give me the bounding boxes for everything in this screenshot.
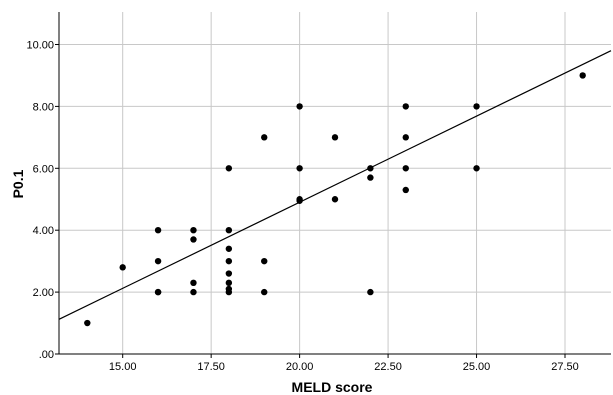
data-point: [296, 165, 303, 172]
data-point: [579, 72, 586, 79]
x-axis-title: MELD score: [292, 379, 373, 395]
x-tick-label: 20.00: [286, 361, 314, 373]
regression-line: [58, 50, 612, 320]
gridlines: [59, 12, 611, 354]
data-point: [331, 134, 339, 141]
data-point: [225, 257, 233, 265]
y-axis-title: P0.1: [10, 169, 26, 198]
data-point: [225, 288, 233, 296]
y-tick-label: 6.00: [33, 163, 54, 175]
x-tick-label: 25.00: [463, 361, 491, 373]
data-point: [84, 319, 91, 327]
data-point: [190, 288, 197, 296]
data-point: [402, 134, 409, 141]
y-tick-labels: .00 2.00 4.00 6.00 8.00 10.00: [26, 39, 54, 361]
data-point: [331, 196, 339, 203]
data-point: [225, 270, 233, 277]
data-point: [367, 174, 374, 181]
data-point: [402, 186, 409, 194]
data-point: [190, 226, 197, 234]
y-tick-label: .00: [39, 349, 54, 361]
regression-line-group: [58, 50, 612, 320]
x-tick-label: 27.50: [551, 361, 579, 373]
y-tick-label: 10.00: [26, 39, 54, 51]
data-point: [225, 226, 233, 234]
data-point: [261, 257, 268, 265]
data-point: [261, 288, 268, 296]
data-point: [473, 103, 480, 110]
data-point: [190, 236, 197, 243]
y-tick-label: 4.00: [33, 225, 54, 237]
data-point: [367, 165, 374, 172]
x-tick-label: 15.00: [109, 361, 137, 373]
data-point: [225, 245, 233, 252]
data-point: [225, 165, 233, 172]
data-point: [119, 264, 126, 271]
data-point: [473, 165, 480, 172]
data-points: [84, 72, 586, 327]
data-point: [190, 279, 197, 287]
data-point: [154, 257, 162, 265]
data-point: [367, 288, 374, 296]
axes: [55, 12, 611, 358]
y-tick-label: 2.00: [33, 287, 54, 299]
x-tick-labels: 15.00 17.50 20.00 22.50 25.00 27.50: [109, 361, 579, 373]
y-tick-label: 8.00: [33, 101, 54, 113]
data-point: [402, 103, 409, 110]
data-point: [261, 134, 268, 141]
data-point: [402, 165, 409, 172]
data-point: [296, 103, 303, 110]
data-point: [225, 279, 233, 287]
x-tick-label: 22.50: [374, 361, 402, 373]
data-point: [154, 288, 162, 296]
data-point: [154, 226, 162, 234]
data-point: [296, 197, 303, 204]
x-tick-label: 17.50: [197, 361, 225, 373]
